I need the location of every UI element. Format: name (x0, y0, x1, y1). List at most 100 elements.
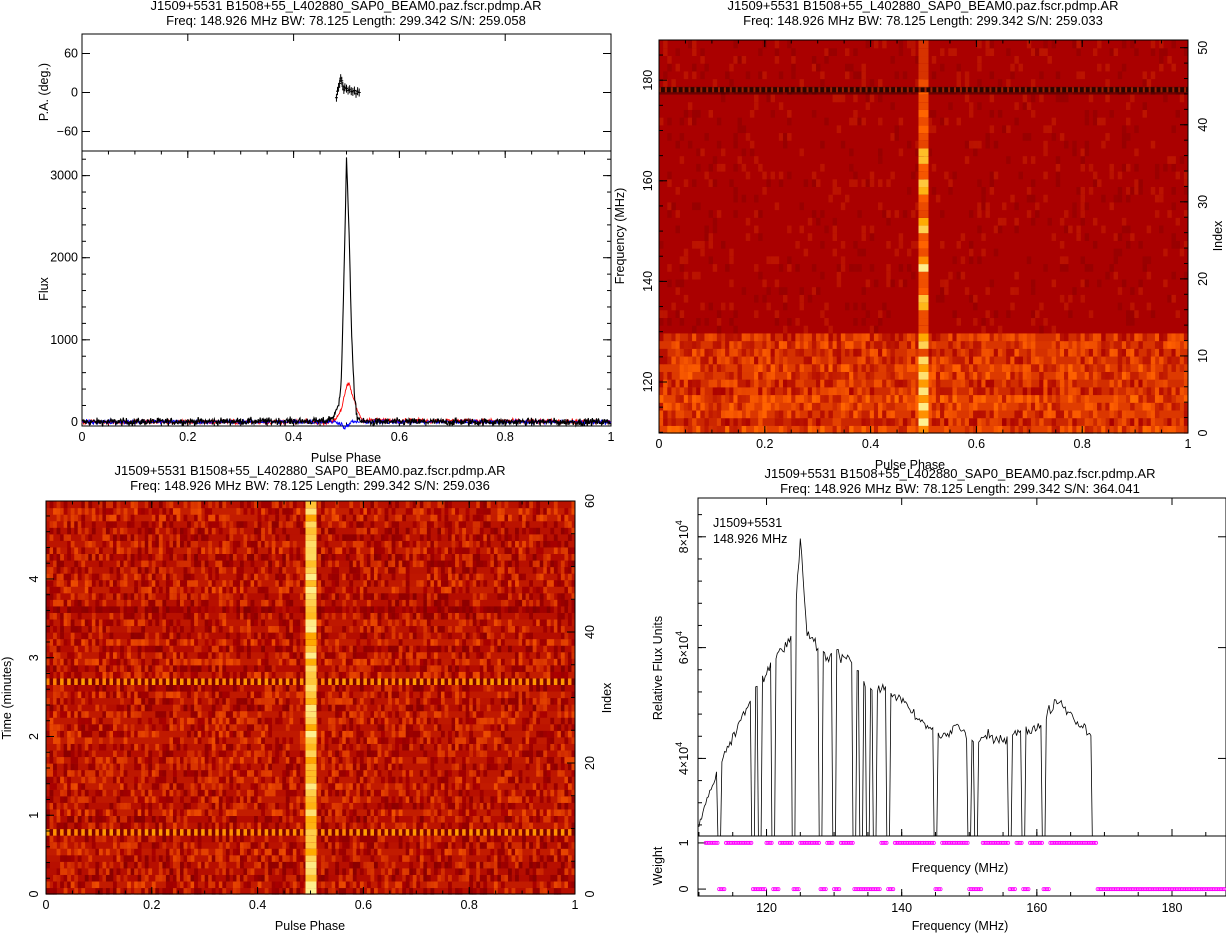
freq-cell (1035, 209, 1040, 218)
freq-cell (960, 332, 966, 342)
time-cell (60, 730, 64, 738)
freq-cell (832, 178, 838, 188)
time-cell (525, 802, 530, 810)
time-cell (250, 723, 255, 731)
freq-cell (667, 278, 672, 288)
time-cell (218, 710, 223, 718)
time-cell (56, 690, 61, 699)
time-cell (321, 861, 325, 869)
time-cell (60, 776, 64, 784)
time-cell (349, 802, 354, 810)
pulse-cell (305, 704, 317, 712)
freq-cell (828, 363, 833, 372)
freq-cell (1068, 394, 1073, 403)
freq-cell (1092, 171, 1098, 180)
time-cell (440, 730, 445, 738)
freq-cell (741, 332, 747, 342)
time-cell (148, 835, 153, 843)
freq-cell (696, 271, 701, 280)
freq-cell (1039, 379, 1044, 388)
freq-cell (836, 124, 842, 134)
index-tick-label: 50 (1196, 41, 1210, 55)
freq-cell (1035, 355, 1040, 365)
freq-cell (816, 379, 821, 388)
freq-cell (989, 332, 995, 342)
freq-cell (1039, 394, 1044, 403)
time-cell (201, 723, 205, 731)
freq-cell (1167, 417, 1172, 426)
time-cell (190, 828, 195, 836)
time-cell (67, 736, 71, 744)
time-cell (247, 690, 251, 699)
time-cell (67, 743, 71, 751)
freq-phase-x-label: 0.2 (756, 437, 773, 451)
time-cell (536, 867, 541, 875)
time-cell (490, 717, 495, 725)
freq-cell (1183, 271, 1189, 280)
time-cell (483, 880, 488, 889)
freq-cell (1064, 371, 1069, 380)
time-cell (120, 835, 124, 843)
freq-cell (1146, 425, 1152, 434)
time-cell (476, 776, 481, 784)
freq-cell (1088, 371, 1094, 380)
time-cell (116, 776, 121, 784)
freq-cell (811, 55, 817, 64)
freq-cell (977, 394, 982, 403)
freq-cell (1068, 379, 1073, 388)
time-cell (183, 880, 188, 889)
time-cell (299, 808, 304, 816)
freq-cell (1014, 394, 1019, 403)
time-cell (469, 704, 474, 712)
time-cell (172, 841, 177, 849)
time-cell (525, 736, 530, 744)
time-cell (356, 723, 361, 731)
time-cell (476, 717, 481, 725)
time-cell (151, 684, 156, 692)
freq-cell (733, 163, 738, 172)
freq-cell (729, 394, 734, 403)
freq-cell (869, 348, 875, 357)
time-cell (264, 841, 269, 849)
time-cell (437, 736, 442, 744)
rfi-cell (794, 87, 797, 93)
time-cell (384, 704, 389, 712)
time-cell (158, 828, 163, 836)
pulse-cell (918, 55, 929, 64)
time-cell (81, 697, 86, 705)
freq-cell (687, 394, 693, 403)
time-cell (162, 828, 167, 836)
time-cell (515, 861, 519, 869)
time-cell (366, 867, 371, 875)
freq-cell (886, 371, 891, 380)
time-cell (109, 821, 114, 830)
time-cell (229, 854, 234, 862)
time-cell (321, 828, 325, 836)
freq-cell (725, 263, 730, 272)
time-cell (225, 808, 230, 816)
time-cell (232, 848, 237, 856)
time-cell (532, 861, 537, 869)
time-cell (359, 730, 364, 738)
freq-cell (1022, 155, 1028, 164)
time-cell (165, 828, 170, 836)
freq-cell (989, 70, 995, 80)
time-cell (123, 756, 128, 764)
time-cell (500, 769, 505, 777)
time-cell (208, 763, 213, 771)
freq-cell (935, 409, 941, 419)
freq-cell (1126, 371, 1131, 380)
time-cell (49, 815, 54, 823)
time-cell (130, 867, 135, 875)
time-cell (84, 808, 89, 816)
time-cell (222, 828, 227, 836)
time-cell (49, 723, 54, 731)
time-cell (63, 743, 68, 751)
freq-cell (687, 379, 693, 388)
freq-cell (828, 386, 833, 396)
time-cell (194, 880, 198, 889)
freq-cell (1030, 194, 1036, 203)
time-cell (67, 815, 71, 823)
freq-cell (787, 224, 792, 234)
freq-cell (1097, 363, 1102, 372)
